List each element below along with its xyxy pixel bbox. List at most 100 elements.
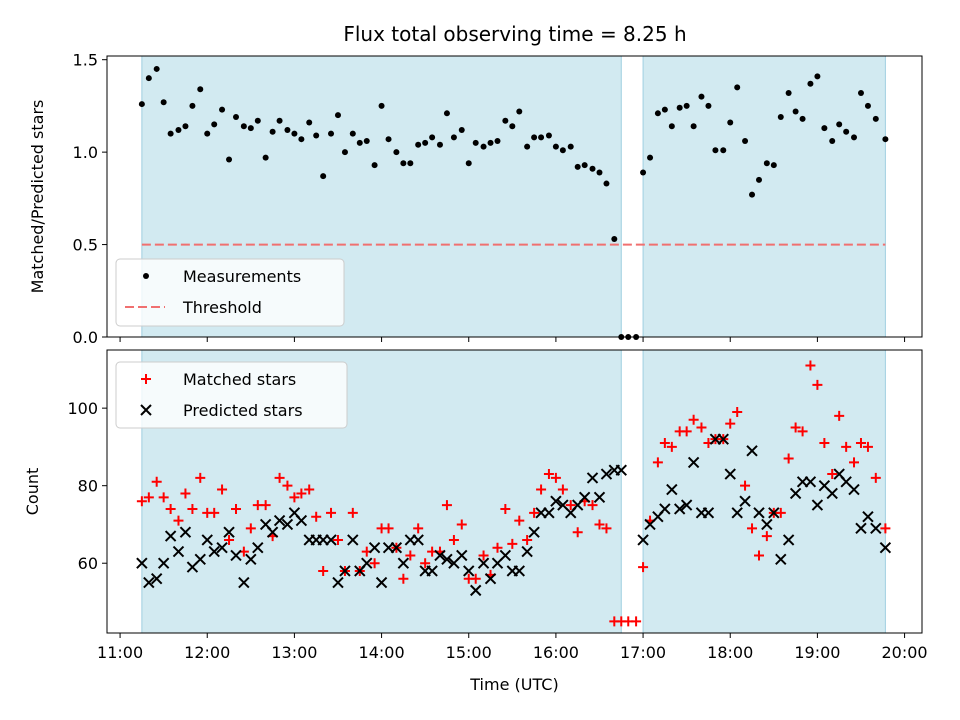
predicted-star-point [870,522,882,535]
predicted-star-point [687,456,700,469]
measurement-point [422,139,429,146]
y-axis-label: Matched/Predicted stars [28,100,47,294]
predicted-star-point [412,534,424,546]
predicted-star-point [550,495,562,507]
predicted-star-point [593,491,606,504]
legend-box [115,361,348,429]
predicted-star-point [826,487,838,500]
x-tick-label: 20:00 [882,643,928,662]
predicted-star-point [615,464,627,476]
measurement-point [204,130,211,137]
matched-star-point [754,550,764,561]
matched-star-point [638,562,649,573]
measurement-point [836,121,843,128]
measurement-point [407,160,414,167]
axes-frame [106,349,923,634]
predicted-star-point [470,584,482,597]
y-tick-label: 60 [78,554,98,573]
chart-title: Flux total observing time = 8.25 h [343,22,686,46]
predicted-star-point [273,514,286,527]
measurement-point [596,169,603,176]
measurement-point [284,126,291,133]
predicted-star-point [855,522,867,535]
legend-label: Matched stars [183,370,296,389]
matched-star-point [631,616,642,627]
predicted-star-point [528,526,540,538]
predicted-star-point [230,549,242,562]
legend-dot-marker [143,273,149,279]
measurement-point [545,132,552,139]
x-tick-label: 19:00 [794,643,840,662]
x-tick-label: 15:00 [446,643,492,662]
predicted-star-point [848,483,860,496]
matched-star-point [761,531,772,542]
measurement-point [843,128,850,135]
predicted-star-point [717,433,729,445]
measurement-point [574,163,581,170]
matched-star-point [805,360,816,371]
matched-star-point [870,472,881,483]
measurement-point [552,143,559,150]
measurement-point [821,125,828,132]
predicted-star-point [361,557,373,569]
measurement-point [882,136,889,143]
matched-star-point [841,441,852,452]
measurement-point [341,149,348,156]
measurement-point [668,123,675,130]
measurement-point [487,139,494,146]
predicted-star-point [295,514,308,527]
measurement-point [385,136,392,143]
y-tick-label: 100 [67,399,98,418]
matched-star-point [594,519,605,530]
predicted-star-point [702,507,715,519]
measurement-point [705,102,712,109]
measurement-point [661,106,668,113]
legend: Matched stars Predicted stars [115,361,348,429]
predicted-star-point [586,472,599,484]
measurement-point [589,165,596,172]
matched-star-point [819,438,830,449]
predicted-star-point [164,530,177,542]
matched-star-point [747,523,758,534]
matched-star-point [696,422,707,433]
measurement-point [676,104,683,111]
measurement-point [640,169,647,176]
matched-star-point [456,519,467,530]
matched-star-point [187,503,198,514]
measurement-point [538,134,545,141]
measurement-point [749,191,756,198]
measurement-point [603,180,610,187]
predicted-star-point [441,553,453,566]
predicted-star-point [332,576,344,589]
matched-star-point [151,476,162,487]
predicted-star-point [434,549,446,562]
predicted-star-point [879,542,892,554]
matched-star-point [557,484,568,495]
measurement-point [502,117,509,124]
measurement-point [683,102,690,109]
matched-star-point [289,492,300,503]
measurement-point [450,134,457,141]
measurement-point [276,117,283,124]
predicted-star-point [266,526,279,538]
matched-star-point [158,492,169,503]
predicted-star-point [513,565,526,577]
measurement-point [240,123,247,130]
matched-star-point [296,488,307,499]
measurement-point [494,138,501,145]
axes-frame [106,55,923,338]
measurement-point [777,114,784,121]
matched-star-point [500,503,511,514]
matched-star-point [245,523,256,534]
x-tick-label: 11:00 [97,643,143,662]
measurement-point [807,80,814,87]
y-tick-label: 1.0 [73,143,98,162]
matched-star-point [775,507,786,518]
measurement-point [509,123,516,130]
measurement-point [792,108,799,115]
matched-star-point [448,534,459,545]
shaded-interval [642,55,886,338]
matched-star-point [492,542,503,553]
matched-star-point [725,418,736,429]
predicted-star-point [761,518,773,531]
